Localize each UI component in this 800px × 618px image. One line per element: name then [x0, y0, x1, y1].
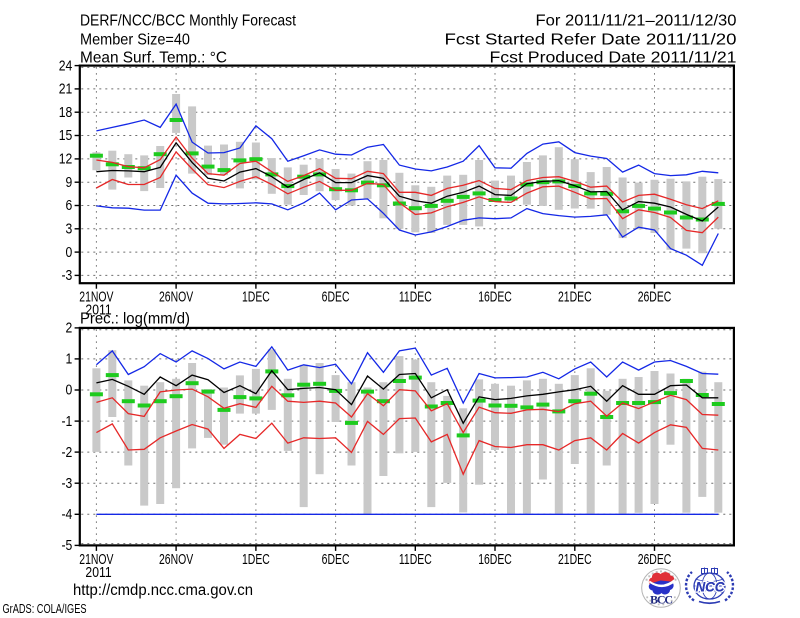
svg-text:Fcst Produced Date 2011/11/21: Fcst Produced Date 2011/11/21 — [490, 50, 737, 67]
svg-text:18: 18 — [59, 104, 73, 120]
svg-text:24: 24 — [59, 57, 73, 73]
svg-text:Fcst Started Refer Date 2011/1: Fcst Started Refer Date 2011/11/20 — [445, 32, 737, 49]
svg-text:-4: -4 — [61, 506, 72, 522]
svg-text:-3: -3 — [61, 267, 72, 283]
svg-text:-2: -2 — [61, 444, 72, 460]
svg-text:0: 0 — [66, 382, 73, 398]
svg-text:NCC: NCC — [696, 580, 725, 595]
svg-text:3: 3 — [66, 221, 73, 237]
svg-text:6DEC: 6DEC — [322, 289, 350, 305]
svg-text:26DEC: 26DEC — [638, 289, 672, 305]
svg-text:21: 21 — [59, 81, 73, 97]
svg-text:BCC: BCC — [650, 593, 673, 607]
svg-text:21DEC: 21DEC — [558, 551, 592, 567]
svg-text:11DEC: 11DEC — [399, 289, 432, 305]
svg-text:1DEC: 1DEC — [242, 551, 270, 567]
svg-text:-1: -1 — [61, 413, 72, 429]
svg-text:2011: 2011 — [85, 564, 111, 580]
svg-text:9: 9 — [66, 174, 73, 190]
svg-text:26NOV: 26NOV — [159, 289, 194, 305]
svg-text:15: 15 — [59, 127, 73, 143]
svg-text:2: 2 — [66, 320, 73, 336]
svg-text:6DEC: 6DEC — [322, 551, 350, 567]
svg-text:26NOV: 26NOV — [159, 551, 194, 567]
svg-text:26DEC: 26DEC — [638, 551, 672, 567]
svg-text:DERF/NCC/BCC Monthly Forecast: DERF/NCC/BCC Monthly Forecast — [80, 13, 296, 30]
svg-text:6: 6 — [66, 197, 73, 213]
svg-text:-3: -3 — [61, 475, 72, 491]
svg-text:21DEC: 21DEC — [558, 289, 592, 305]
svg-text:-5: -5 — [61, 537, 72, 553]
svg-text:1: 1 — [66, 351, 73, 367]
svg-text:GrADS: COLA/IGES: GrADS: COLA/IGES — [3, 601, 87, 616]
svg-text:21NOV: 21NOV — [79, 551, 114, 567]
svg-text:21NOV: 21NOV — [79, 289, 114, 305]
svg-text:12: 12 — [59, 151, 73, 167]
svg-text:16DEC: 16DEC — [478, 551, 512, 567]
svg-text:2011: 2011 — [85, 302, 111, 318]
svg-text:0: 0 — [66, 244, 73, 260]
svg-text:11DEC: 11DEC — [399, 551, 432, 567]
svg-text:Mean Surf. Temp.: °C: Mean Surf. Temp.: °C — [80, 50, 227, 67]
svg-text:http://cmdp.ncc.cma.gov.cn: http://cmdp.ncc.cma.gov.cn — [73, 582, 253, 599]
svg-text:For 2011/11/21–2011/12/30: For 2011/11/21–2011/12/30 — [536, 13, 737, 30]
svg-text:1DEC: 1DEC — [242, 289, 270, 305]
svg-text:Prec.: log(mm/d): Prec.: log(mm/d) — [80, 311, 190, 328]
svg-text:NCC: NCC — [696, 580, 725, 595]
svg-text:16DEC: 16DEC — [478, 289, 512, 305]
svg-text:Member Size=40: Member Size=40 — [80, 32, 190, 49]
